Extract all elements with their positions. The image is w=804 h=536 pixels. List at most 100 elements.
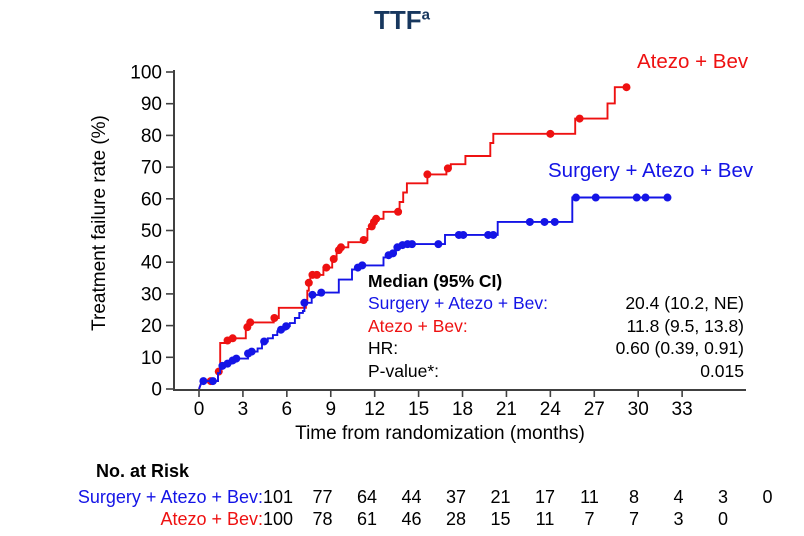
curve-label-surgery-atezo-bev: Surgery + Atezo + Bev xyxy=(548,159,754,182)
risk-value: 61 xyxy=(356,509,378,529)
censor-mark xyxy=(388,249,397,258)
risk-row-label-atezo: Atezo + Bev: xyxy=(160,509,263,529)
stats-label-surgery: Surgery + Atezo + Bev: xyxy=(368,293,548,314)
censor-mark xyxy=(459,230,468,239)
censor-mark xyxy=(329,255,338,264)
censor-mark xyxy=(663,193,672,202)
x-axis-label: Time from randomization (months) xyxy=(295,423,585,444)
stats-value-pvalue: 0.015 xyxy=(700,360,744,381)
stats-label-atezo: Atezo + Bev: xyxy=(368,315,468,336)
risk-value: 100 xyxy=(262,509,294,529)
stats-row-surgery: Surgery + Atezo + Bev: 20.4 (10.2, NE) xyxy=(368,292,744,314)
x-tick-label: 9 xyxy=(325,399,336,420)
censor-mark xyxy=(540,217,549,226)
risk-value: 77 xyxy=(312,487,333,507)
censor-mark xyxy=(394,207,403,216)
x-tick-label: 30 xyxy=(628,399,649,420)
risk-row-label-surgery: Surgery + Atezo + Bev: xyxy=(77,487,263,507)
risk-value: 101 xyxy=(262,487,294,507)
chart-title: TTFa xyxy=(0,5,804,36)
censor-mark xyxy=(208,377,217,386)
censor-mark xyxy=(322,263,331,272)
x-tick-label: 0 xyxy=(194,399,205,420)
risk-value: 64 xyxy=(356,487,378,507)
curve-label-atezo-bev: Atezo + Bev xyxy=(637,50,749,73)
risk-table-header: No. at Risk xyxy=(96,461,190,481)
censor-mark xyxy=(632,193,641,202)
censor-mark xyxy=(304,278,313,287)
censor-mark xyxy=(443,164,452,173)
risk-value: 7 xyxy=(584,509,595,529)
stats-box: Median (95% CI) Surgery + Atezo + Bev: 2… xyxy=(368,270,744,382)
risk-value: 3 xyxy=(717,487,729,507)
censor-mark xyxy=(312,270,321,279)
risk-value: 3 xyxy=(673,509,684,529)
risk-value: 78 xyxy=(312,509,333,529)
censor-mark xyxy=(260,337,269,346)
y-tick-label: 30 xyxy=(141,284,162,305)
risk-value: 46 xyxy=(401,509,422,529)
chart-title-text: TTF xyxy=(374,5,422,35)
risk-value: 28 xyxy=(445,509,467,529)
x-tick-label: 18 xyxy=(452,399,473,420)
y-tick-label: 50 xyxy=(141,221,162,242)
censor-mark xyxy=(358,261,367,270)
censor-mark xyxy=(591,193,600,202)
risk-value: 0 xyxy=(717,509,729,529)
stats-row-atezo: Atezo + Bev: 11.8 (9.5, 13.8) xyxy=(368,315,744,337)
stats-value-atezo: 11.8 (9.5, 13.8) xyxy=(626,315,744,336)
censor-mark xyxy=(423,170,432,179)
censor-mark xyxy=(337,243,346,252)
y-tick-label: 40 xyxy=(141,253,162,274)
censor-mark xyxy=(317,288,326,297)
censor-mark xyxy=(575,114,584,123)
x-tick-label: 12 xyxy=(364,399,385,420)
stats-row-hr: HR: 0.60 (0.39, 0.91) xyxy=(368,337,744,359)
censor-mark xyxy=(434,240,443,249)
y-axis-label: Treatment failure rate (%) xyxy=(89,115,110,331)
x-tick-label: 15 xyxy=(408,399,429,420)
x-tick-label: 6 xyxy=(282,399,293,420)
censor-mark xyxy=(282,322,291,331)
censor-mark xyxy=(525,217,534,226)
risk-value: 21 xyxy=(490,487,511,507)
censor-mark xyxy=(546,129,555,138)
censor-mark xyxy=(622,83,631,92)
risk-value: 11 xyxy=(580,487,599,507)
censor-mark xyxy=(246,318,255,327)
risk-value: 17 xyxy=(534,487,556,507)
risk-value: 44 xyxy=(401,487,422,507)
stats-label-pvalue: P-value*: xyxy=(368,360,440,381)
risk-value: 0 xyxy=(762,487,773,507)
x-tick-label: 33 xyxy=(672,399,693,420)
y-tick-label: 80 xyxy=(141,126,162,147)
risk-value: 37 xyxy=(445,487,467,507)
chart-title-superscript: a xyxy=(421,6,430,24)
censor-mark xyxy=(199,377,208,386)
y-tick-label: 20 xyxy=(141,316,162,337)
y-tick-label: 90 xyxy=(141,94,162,115)
censor-mark xyxy=(232,354,241,363)
risk-value: 7 xyxy=(628,509,640,529)
censor-mark xyxy=(550,217,559,226)
x-tick-label: 21 xyxy=(496,399,517,420)
risk-value: 8 xyxy=(628,487,640,507)
y-tick-label: 10 xyxy=(141,348,162,369)
stats-label-hr: HR: xyxy=(368,338,399,359)
y-tick-label: 60 xyxy=(141,189,162,210)
censor-mark xyxy=(408,240,417,249)
stats-value-surgery: 20.4 (10.2, NE) xyxy=(625,293,744,314)
censor-mark xyxy=(359,236,368,245)
y-tick-label: 100 xyxy=(130,63,162,84)
risk-value: 4 xyxy=(673,487,684,507)
stats-row-pvalue: P-value*: 0.015 xyxy=(368,360,744,382)
censor-mark xyxy=(571,193,580,202)
censor-mark xyxy=(641,193,650,202)
censor-mark xyxy=(489,230,498,239)
x-tick-label: 24 xyxy=(540,399,562,420)
censor-mark xyxy=(270,313,279,322)
x-tick-label: 27 xyxy=(584,399,605,420)
stats-value-hr: 0.60 (0.39, 0.91) xyxy=(615,338,744,359)
x-tick-label: 3 xyxy=(238,399,249,420)
